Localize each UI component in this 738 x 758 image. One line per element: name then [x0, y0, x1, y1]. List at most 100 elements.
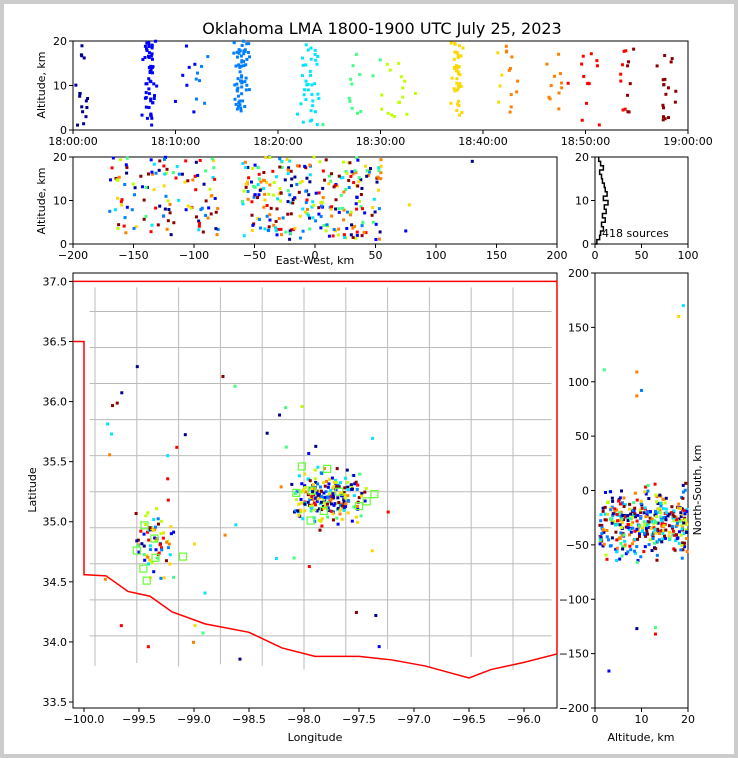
time-altitude-point [317, 96, 321, 100]
time-altitude-point [553, 74, 557, 78]
time-altitude-panel: 18:00:00 18:10:00 18:20:00 18:30:00 18:40:00… [35, 35, 713, 148]
time-altitude-point [316, 92, 320, 96]
plan-view-source [314, 503, 318, 507]
eastwest-altitude-point [293, 175, 297, 179]
altitude-northsouth-point [661, 537, 665, 541]
plan-view-source [338, 491, 342, 495]
altitude-northsouth-point [635, 627, 639, 631]
eastwest-altitude-point [344, 169, 348, 173]
time-altitude-point [452, 57, 456, 61]
altitude-histogram-xtick-label: 50 [635, 249, 649, 262]
altitude-northsouth-point [635, 498, 639, 502]
altitude-northsouth-point [620, 533, 624, 537]
station-marker [142, 576, 151, 585]
time-altitude-point [147, 40, 151, 44]
eastwest-altitude-point [369, 167, 373, 171]
altitude-northsouth-point [643, 545, 647, 549]
plan-view-xtick-label: −100.0 [64, 713, 105, 726]
plan-view-source [306, 500, 310, 504]
eastwest-altitude-point [258, 188, 262, 192]
altitude-northsouth-point [661, 528, 665, 532]
eastwest-altitude-point [330, 205, 334, 209]
time-altitude-point [245, 57, 249, 61]
plan-view-source [315, 491, 319, 495]
eastwest-altitude-point [339, 193, 343, 197]
altitude-northsouth-point [655, 495, 659, 499]
plan-view-source [304, 490, 308, 494]
eastwest-altitude-point [314, 219, 318, 223]
eastwest-altitude-point [115, 178, 119, 182]
time-altitude-point [566, 81, 570, 85]
eastwest-altitude-point [250, 200, 254, 204]
altitude-northsouth-point [644, 515, 648, 519]
altitude-northsouth-point [659, 501, 663, 505]
altitude-northsouth-point [663, 534, 667, 538]
plan-view-source [146, 511, 150, 515]
plan-view-source [108, 453, 112, 457]
plan-view-source [334, 481, 338, 485]
eastwest-altitude-point [289, 184, 293, 188]
time-altitude-point [181, 73, 185, 77]
altitude-northsouth-point [684, 528, 688, 532]
eastwest-altitude-point [258, 226, 262, 230]
altitude-northsouth-point [621, 545, 625, 549]
time-altitude-point [626, 64, 630, 68]
time-altitude-point [595, 64, 599, 68]
plan-view-source [140, 542, 144, 546]
plan-view-source [343, 486, 347, 490]
time-altitude-point [240, 81, 244, 85]
eastwest-altitude-point [265, 204, 269, 208]
eastwest-altitude-point [246, 165, 250, 169]
eastwest-altitude-point [111, 156, 115, 160]
plan-view-source [308, 498, 312, 502]
time-altitude-point [669, 60, 673, 64]
altitude-northsouth-point [680, 527, 684, 531]
time-altitude-point [143, 44, 147, 48]
plan-view-source [343, 495, 347, 499]
eastwest-altitude-point [295, 182, 299, 186]
altitude-northsouth-point [664, 518, 668, 522]
altitude-northsouth-point [675, 521, 679, 525]
time-altitude-point [243, 105, 247, 109]
plan-view-source [352, 494, 356, 498]
plan-view-xtick-label: −97.5 [342, 713, 376, 726]
time-altitude-point [141, 58, 145, 62]
plan-view-source [335, 467, 339, 471]
plan-view-xlabel: Longitude [288, 731, 343, 744]
figure-title: Oklahoma LMA 1800-1900 UTC July 25, 2023 [202, 19, 561, 38]
plan-view-source [329, 502, 333, 506]
plan-view-source [342, 508, 346, 512]
altitude-northsouth-point [621, 547, 625, 551]
altitude-northsouth-point [620, 501, 624, 505]
plan-view-source [151, 528, 155, 532]
time-altitude-point [457, 104, 461, 108]
time-altitude-point [148, 71, 152, 75]
time-altitude-point [151, 101, 155, 105]
eastwest-altitude-point [165, 227, 169, 231]
time-altitude-point [173, 99, 177, 103]
eastwest-altitude-point [289, 169, 293, 173]
eastwest-altitude-point [298, 214, 302, 218]
eastwest-altitude-point [289, 231, 293, 235]
time-altitude-point [148, 79, 152, 83]
plan-view-source [314, 480, 318, 484]
altitude-northsouth-point [674, 533, 678, 537]
eastwest-altitude-point [268, 155, 272, 159]
eastwest-altitude-point [355, 233, 359, 237]
time-altitude-point [380, 93, 384, 97]
plan-view-source [346, 511, 350, 515]
plan-view-source [302, 488, 306, 492]
plan-view-source [329, 488, 333, 492]
time-altitude-point [233, 97, 237, 101]
eastwest-altitude-point [246, 190, 250, 194]
eastwest-altitude-point [351, 226, 355, 230]
plan-view-source [325, 502, 329, 506]
eastwest-altitude-point [291, 201, 295, 205]
time-altitude-point [235, 82, 239, 86]
eastwest-altitude-point [321, 186, 325, 190]
plan-view-source [135, 365, 139, 369]
eastwest-altitude-point [305, 198, 309, 202]
plan-view-panel: Latitude Longitude −100.0 −99.5 −99.0 −98.5 −9… [26, 272, 558, 744]
eastwest-altitude-point [172, 221, 176, 225]
altitude-northsouth-point [599, 519, 603, 523]
